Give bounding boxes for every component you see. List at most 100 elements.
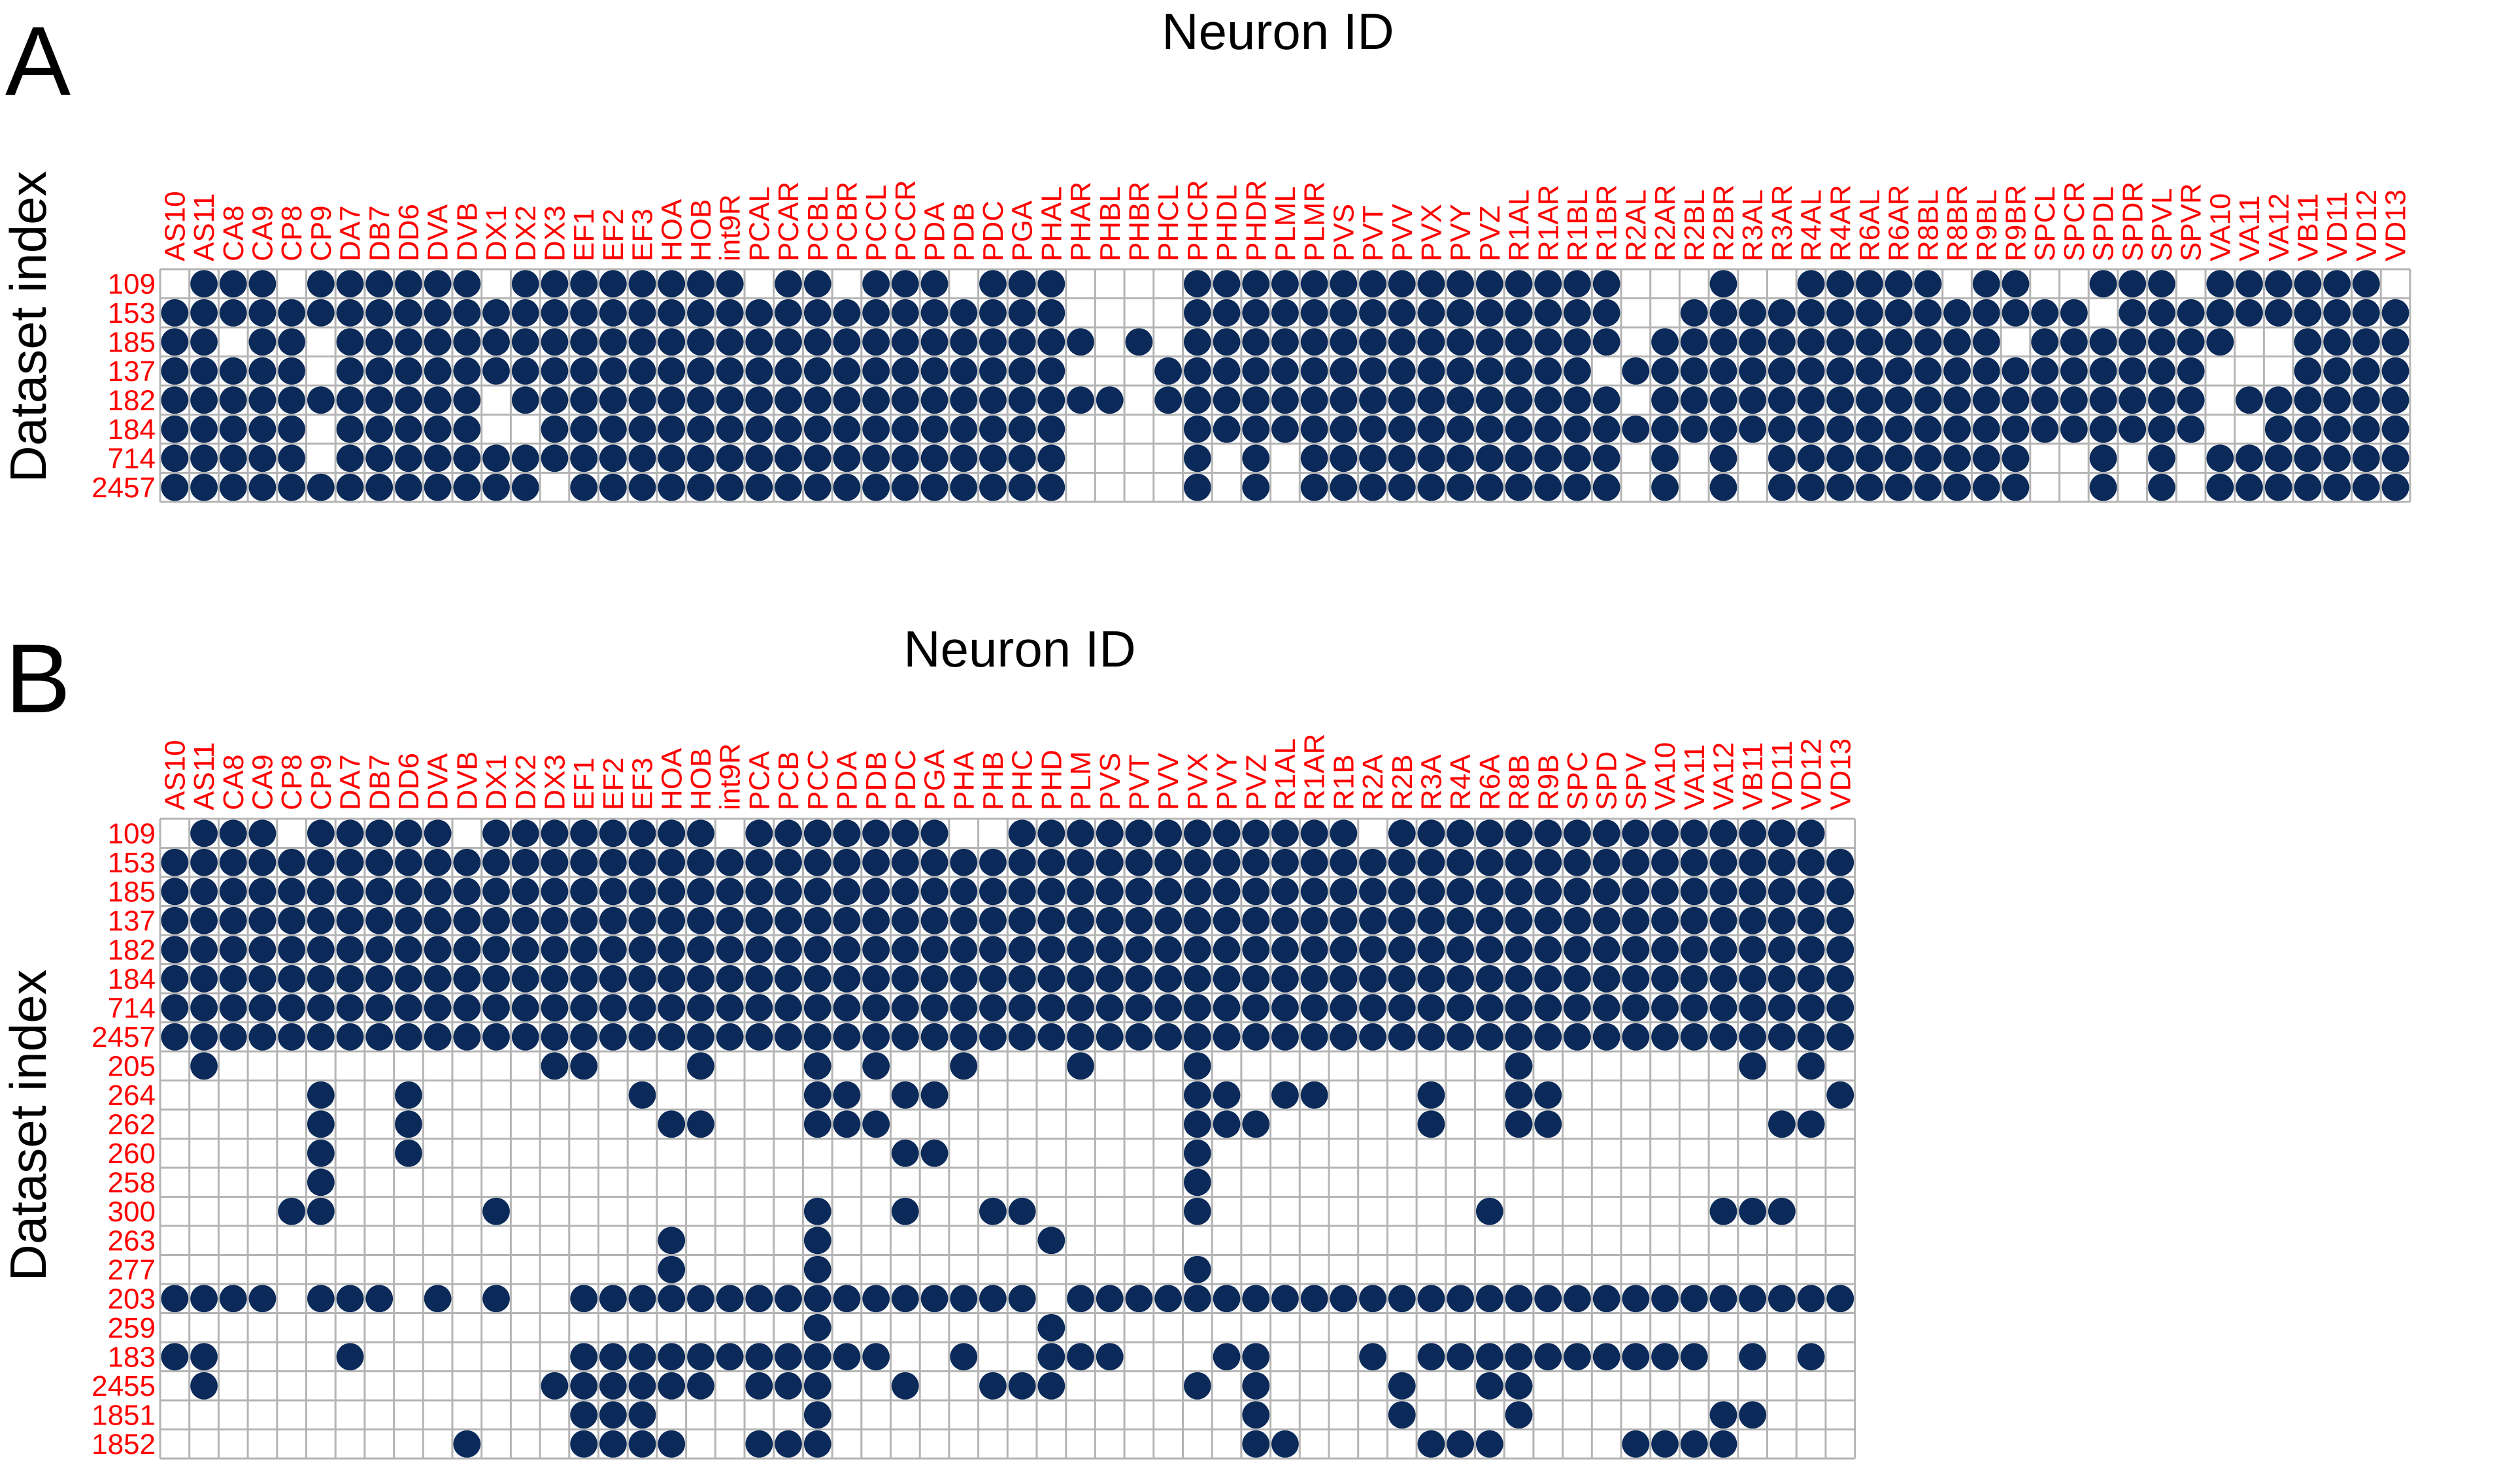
- column-label: DVB: [451, 751, 483, 810]
- connection-dot: [190, 415, 218, 443]
- connection-dot: [453, 1430, 481, 1458]
- connection-dot: [482, 1023, 510, 1051]
- connection-dot: [1271, 965, 1299, 993]
- connection-dot: [2148, 415, 2175, 443]
- connection-dot: [862, 906, 890, 934]
- connection-dot: [1242, 444, 1270, 472]
- connection-dot: [2002, 357, 2030, 385]
- panel-b-grid: [159, 817, 1856, 1460]
- connection-dot: [1592, 270, 1620, 298]
- connection-dot: [803, 270, 831, 298]
- connection-dot: [1242, 994, 1270, 1022]
- connection-dot: [1447, 906, 1475, 934]
- connection-dot: [1096, 386, 1124, 414]
- connection-dot: [628, 415, 656, 443]
- connection-dot: [395, 819, 422, 848]
- connection-dot: [2352, 473, 2380, 501]
- connection-dot: [1388, 415, 1416, 443]
- connection-dot: [2060, 328, 2088, 356]
- connection-dot: [833, 848, 861, 876]
- connection-dot: [628, 878, 656, 906]
- connection-dot: [745, 415, 773, 443]
- connection-dot: [1008, 1197, 1036, 1225]
- connection-dot: [1447, 819, 1475, 848]
- connection-dot: [1651, 965, 1679, 993]
- connection-dot: [219, 906, 247, 934]
- connection-dot: [628, 270, 656, 298]
- column-label: R8BL: [1912, 190, 1944, 261]
- connection-dot: [1475, 328, 1503, 356]
- connection-dot: [1388, 819, 1416, 848]
- connection-dot: [1417, 386, 1445, 414]
- connection-dot: [248, 270, 277, 298]
- connection-dot: [1680, 1023, 1708, 1051]
- connection-dot: [687, 878, 714, 906]
- connection-dot: [1564, 328, 1591, 356]
- connection-dot: [2089, 328, 2117, 356]
- connection-dot: [1505, 1052, 1533, 1080]
- connection-dot: [1388, 965, 1416, 993]
- connection-dot: [1183, 1197, 1211, 1225]
- panel-b-xaxis-title: Neuron ID: [903, 620, 1136, 678]
- connection-dot: [1271, 878, 1299, 906]
- connection-dot: [1242, 473, 1270, 501]
- connection-dot: [1592, 936, 1620, 964]
- connection-dot: [1154, 1285, 1182, 1313]
- connection-dot: [336, 299, 364, 327]
- connection-dot: [1008, 1285, 1036, 1313]
- connection-dot: [1739, 1285, 1767, 1313]
- connection-dot: [1564, 357, 1591, 385]
- connection-dot: [1709, 444, 1737, 472]
- connection-dot: [1271, 270, 1299, 298]
- column-label: PHB: [977, 751, 1009, 810]
- connection-dot: [775, 1343, 802, 1371]
- connection-dot: [1300, 1285, 1328, 1313]
- connection-dot: [1475, 848, 1503, 876]
- column-label: PDA: [831, 751, 863, 810]
- connection-dot: [1768, 473, 1796, 501]
- connection-dot: [862, 1023, 890, 1051]
- connection-dot: [511, 1023, 539, 1051]
- connection-dot: [395, 848, 422, 876]
- column-label: VD13: [1824, 738, 1856, 810]
- connection-dot: [599, 994, 627, 1022]
- connection-dot: [803, 936, 831, 964]
- column-label: PHD: [1035, 750, 1067, 810]
- row-label: 260: [108, 1138, 156, 1170]
- connection-dot: [1826, 878, 1854, 906]
- connection-dot: [1475, 1430, 1503, 1458]
- connection-dot: [628, 906, 656, 934]
- connection-dot: [628, 994, 656, 1022]
- connection-dot: [511, 848, 539, 876]
- connection-dot: [1388, 878, 1416, 906]
- connection-dot: [1856, 357, 1883, 385]
- column-label: PHBL: [1094, 186, 1126, 261]
- connection-dot: [1914, 415, 1942, 443]
- connection-dot: [307, 1081, 335, 1109]
- connection-dot: [979, 444, 1007, 472]
- connection-dot: [2002, 444, 2030, 472]
- connection-dot: [628, 444, 656, 472]
- connection-dot: [2352, 415, 2380, 443]
- connection-dot: [1475, 386, 1503, 414]
- connection-dot: [803, 994, 831, 1022]
- connection-dot: [745, 994, 773, 1022]
- connection-dot: [1505, 994, 1533, 1022]
- connection-dot: [190, 906, 218, 934]
- row-label: 2457: [92, 472, 156, 504]
- connection-dot: [599, 1372, 627, 1400]
- column-label: R1AR: [1299, 734, 1331, 810]
- connection-dot: [1388, 936, 1416, 964]
- connection-dot: [424, 386, 452, 414]
- connection-dot: [1797, 965, 1825, 993]
- connection-dot: [1359, 965, 1386, 993]
- connection-dot: [1037, 1227, 1065, 1255]
- connection-dot: [1388, 1023, 1416, 1051]
- connection-dot: [453, 299, 481, 327]
- connection-dot: [161, 357, 189, 385]
- connection-dot: [1592, 965, 1620, 993]
- connection-dot: [599, 1401, 627, 1429]
- connection-dot: [803, 906, 831, 934]
- column-label: HOB: [685, 199, 717, 261]
- connection-dot: [1505, 444, 1533, 472]
